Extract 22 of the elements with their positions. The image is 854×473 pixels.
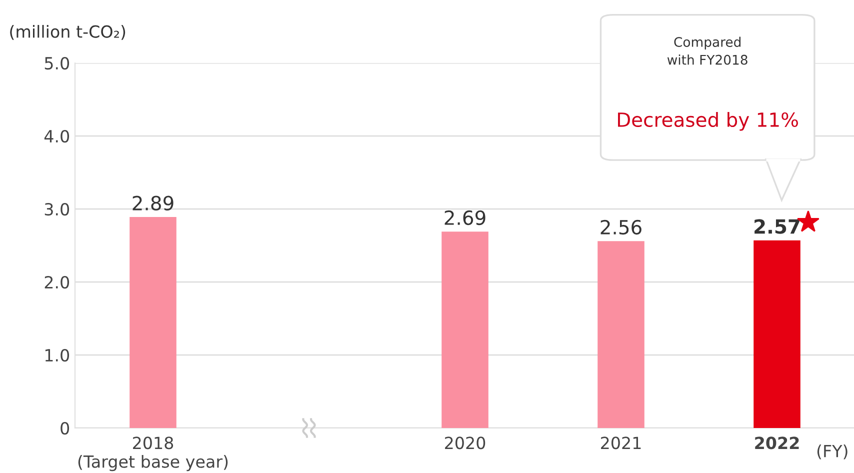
y-tick-label: 1.0 — [45, 348, 70, 362]
y-tick-label: 5.0 — [44, 56, 70, 70]
data-label: 2.57 — [754, 219, 800, 234]
annotation: Compared with FY2018 — [667, 36, 748, 65]
data-label: 2.69 — [444, 210, 486, 226]
x-axis-title: (FY) — [817, 444, 848, 460]
y-tick-label: 0 — [60, 422, 70, 435]
x-tick-label: 2022 — [755, 436, 799, 450]
data-label: 2.89 — [132, 196, 174, 210]
data-label: 2.56 — [600, 220, 642, 235]
y-axis-title: (million t-CO₂) — [10, 24, 126, 40]
annotation: Decreased by 11% — [618, 112, 798, 131]
bar — [598, 241, 644, 428]
x-tick-label: 2021 — [601, 436, 641, 450]
y-tick-label: 4.0 — [44, 130, 70, 143]
x-tick-label: 2020 — [445, 436, 486, 450]
bar — [442, 232, 488, 428]
y-tick-label: 3.0 — [44, 202, 70, 216]
x-tick-label: 2018 (Target base year) — [78, 436, 228, 472]
bar — [754, 240, 800, 428]
bar — [130, 217, 176, 428]
y-tick-label: 2.0 — [44, 276, 70, 289]
